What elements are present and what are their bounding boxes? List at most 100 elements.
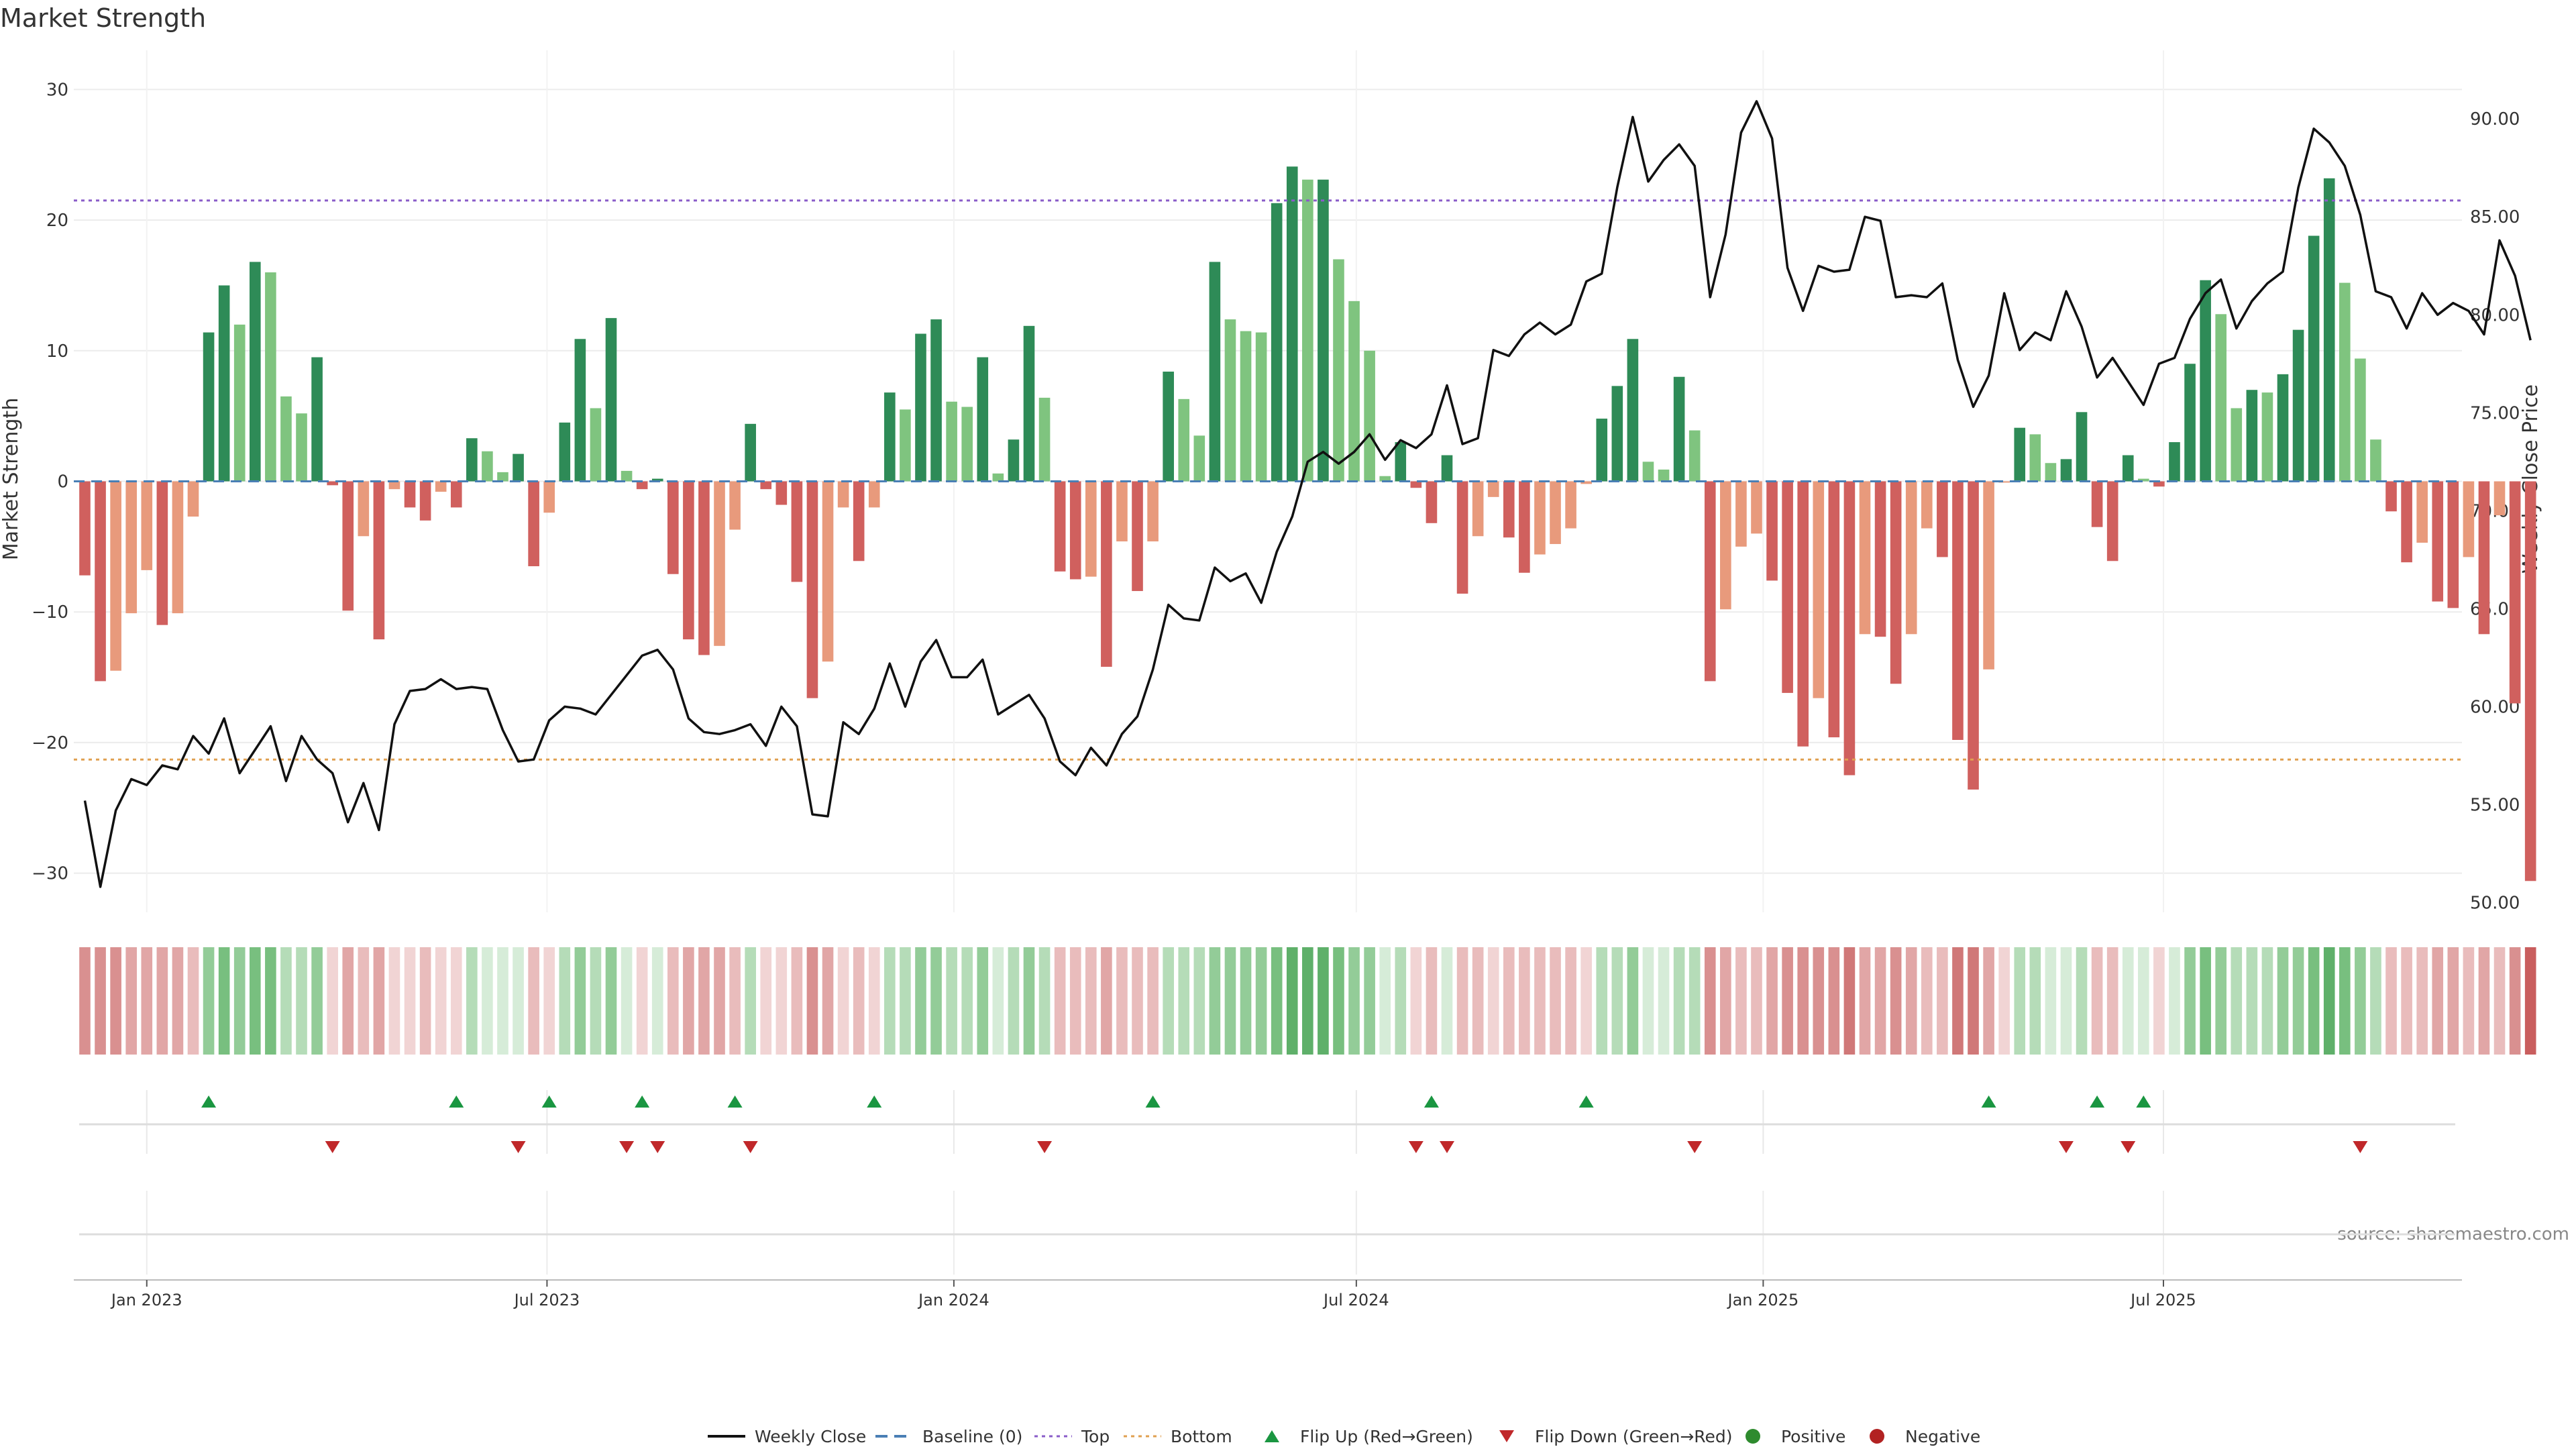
- heat-strip-cell: [2246, 947, 2258, 1055]
- heat-strip-cell: [1054, 947, 1066, 1055]
- heat-strip-cell: [388, 947, 400, 1055]
- y-left-tick-label: −30: [32, 864, 68, 884]
- flip-up-marker: [727, 1095, 743, 1108]
- heat-strip-cell: [930, 947, 942, 1055]
- strength-bar: [2153, 481, 2165, 487]
- y-right-tick-label: 80.00: [2470, 305, 2520, 325]
- heat-strip-cell: [1673, 947, 1685, 1055]
- heat-strip-cell: [404, 947, 416, 1055]
- y-left-tick-label: −10: [32, 602, 68, 623]
- flip-down-marker: [2121, 1141, 2136, 1153]
- heat-strip-cell: [203, 947, 215, 1055]
- heat-strip-cell: [683, 947, 694, 1055]
- heat-strip-cell: [1735, 947, 1747, 1055]
- heat-strip-cell: [1766, 947, 1778, 1055]
- heat-strip-cell: [1085, 947, 1097, 1055]
- heat-strip-cell: [1038, 947, 1051, 1055]
- strength-bar: [2200, 280, 2211, 482]
- heat-strip-cell: [1255, 947, 1267, 1055]
- strength-bar: [95, 481, 106, 682]
- heat-strip-cell: [1658, 947, 1670, 1055]
- strength-bar: [884, 392, 896, 482]
- strength-bar: [2060, 459, 2072, 482]
- strength-bar: [1255, 332, 1267, 482]
- heat-strip-cell: [218, 947, 230, 1055]
- strength-bar: [853, 481, 865, 561]
- heat-strip-cell: [1828, 947, 1840, 1055]
- strength-bar: [1828, 481, 1840, 738]
- flip-down-marker: [1037, 1141, 1053, 1153]
- heat-strip-cell: [233, 947, 246, 1055]
- strength-bar: [1410, 481, 1422, 488]
- heat-strip-cell: [2138, 947, 2149, 1055]
- strength-bar: [2493, 481, 2506, 516]
- strength-bar: [1813, 481, 1825, 698]
- heat-strip-cell: [2261, 947, 2273, 1055]
- heat-strip-cell: [1069, 947, 1081, 1055]
- strength-bar: [1318, 179, 1329, 482]
- legend-label: Negative: [1905, 1427, 1980, 1446]
- strength-bar: [1069, 481, 1081, 580]
- strength-bar: [2091, 481, 2103, 527]
- strength-bar: [1271, 203, 1283, 482]
- strength-bar: [327, 481, 338, 486]
- flip-up-marker: [1578, 1095, 1594, 1108]
- heat-strip-cell: [1410, 947, 1422, 1055]
- chart-title: Market Strength: [0, 3, 206, 33]
- strength-bar: [930, 319, 942, 482]
- y-right-tick-label: 55.00: [2470, 795, 2520, 815]
- strength-bar: [1843, 481, 1856, 775]
- strength-bar: [1968, 481, 1979, 790]
- strength-bar: [2432, 481, 2444, 602]
- strength-bar: [1286, 166, 1298, 482]
- heat-strip-cell: [1318, 947, 1329, 1055]
- strength-bar: [1751, 481, 1762, 534]
- heat-strip-cell: [977, 947, 989, 1055]
- heat-strip-cell: [900, 947, 911, 1055]
- strength-bar: [636, 481, 648, 490]
- flip-down-marker: [1440, 1141, 1454, 1153]
- heat-strip-cell: [1704, 947, 1716, 1055]
- heat-strip-cell: [450, 947, 462, 1055]
- heat-strip-cell: [2200, 947, 2211, 1055]
- flip-up-marker: [635, 1095, 650, 1108]
- heat-strip-cell: [2524, 947, 2536, 1055]
- x-tick-label: Jul 2023: [513, 1291, 580, 1309]
- strength-bar: [1132, 481, 1143, 592]
- heat-strip-cell: [698, 947, 710, 1055]
- heat-strip-cell: [2045, 947, 2057, 1055]
- strength-bar: [1054, 481, 1066, 572]
- chart-legend: Weekly Close Baseline (0) Top Bottom Flip Up…: [708, 1427, 1980, 1446]
- heat-strip-cell: [1487, 947, 1499, 1055]
- heat-strip-cell: [791, 947, 803, 1055]
- strength-bar: [2215, 314, 2227, 482]
- strength-bar: [1224, 319, 1236, 482]
- x-tick-label: Jan 2025: [1727, 1291, 1799, 1309]
- strength-bar: [1565, 481, 1576, 529]
- flip-up-marker: [867, 1095, 882, 1108]
- heat-strip-cell: [1441, 947, 1453, 1055]
- strength-bar: [2169, 442, 2180, 482]
- y-left-tick-label: 20: [46, 211, 68, 231]
- heat-strip-cell: [1813, 947, 1825, 1055]
- strength-bar: [822, 481, 834, 662]
- heat-strip-cell: [2401, 947, 2412, 1055]
- heat-strip-cell: [435, 947, 447, 1055]
- strength-bar: [218, 285, 230, 482]
- heat-strip-cell: [2215, 947, 2227, 1055]
- heat-strip-cell: [1843, 947, 1856, 1055]
- strength-bar: [2045, 463, 2057, 482]
- strength-bar: [435, 481, 447, 492]
- heat-strip-cell: [1116, 947, 1128, 1055]
- strength-bar: [837, 481, 849, 508]
- strength-bar: [404, 481, 416, 508]
- heat-strip-cell: [2184, 947, 2196, 1055]
- chart-plot-area: 3020100−10−20−3090.0085.0080.0075.0070.0…: [32, 50, 2536, 1309]
- strength-bar: [1627, 339, 1639, 482]
- heat-strip-cell: [156, 947, 168, 1055]
- strength-bar: [1998, 481, 2010, 483]
- strength-bar: [605, 318, 617, 482]
- heat-strip-cell: [1193, 947, 1205, 1055]
- strength-bar: [1550, 481, 1561, 544]
- strength-bar: [977, 357, 989, 482]
